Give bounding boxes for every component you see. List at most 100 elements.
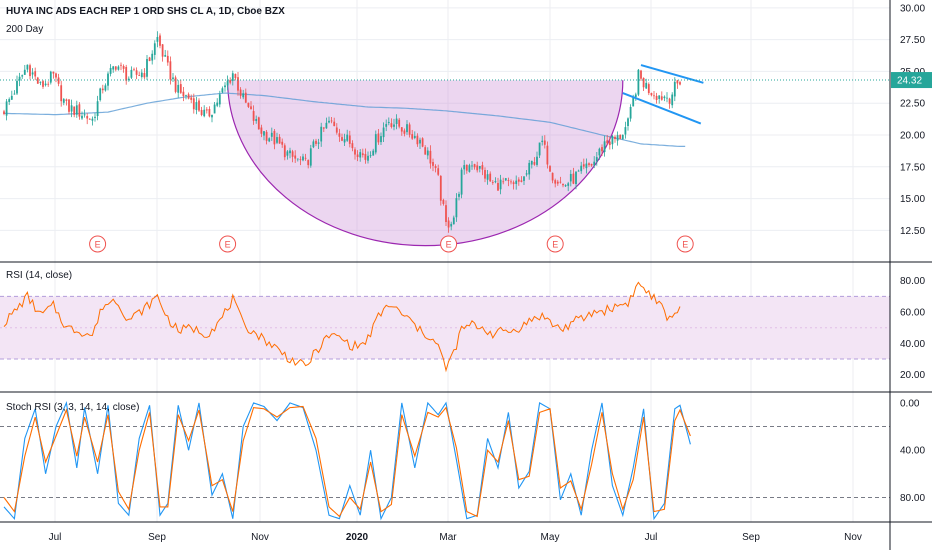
candle bbox=[161, 44, 164, 62]
candle bbox=[346, 129, 349, 142]
candle bbox=[159, 33, 161, 49]
candle-body bbox=[619, 134, 622, 139]
candle-body bbox=[16, 80, 18, 94]
candle bbox=[673, 77, 676, 102]
x-tick-label: Jul bbox=[49, 532, 62, 543]
candle bbox=[658, 95, 661, 104]
candle bbox=[533, 157, 536, 166]
rsi-y-tick: 60.00 bbox=[900, 308, 925, 319]
candle-body bbox=[122, 66, 125, 69]
candle bbox=[437, 164, 440, 177]
candle-body bbox=[156, 37, 159, 42]
candle-body bbox=[637, 69, 640, 95]
candle-body bbox=[23, 69, 26, 75]
candle-body bbox=[528, 162, 531, 175]
candle-body bbox=[226, 80, 229, 86]
candle-body bbox=[260, 127, 263, 134]
candle bbox=[356, 150, 359, 162]
candle bbox=[445, 200, 447, 227]
candle bbox=[398, 117, 401, 129]
candle-body bbox=[52, 71, 55, 74]
candle-body bbox=[179, 84, 182, 93]
candle-body bbox=[476, 165, 479, 171]
candle bbox=[333, 117, 336, 127]
candle-body bbox=[68, 99, 70, 112]
candle bbox=[229, 77, 232, 85]
candle-body bbox=[673, 81, 676, 97]
stoch-y-tick: 80.00 bbox=[900, 493, 925, 504]
candle bbox=[34, 67, 37, 81]
candle bbox=[96, 95, 99, 121]
candle bbox=[562, 183, 564, 188]
x-tick-label: Nov bbox=[251, 532, 269, 543]
candle bbox=[304, 153, 307, 161]
candle-body bbox=[309, 148, 312, 166]
candle-body bbox=[205, 109, 208, 111]
candle bbox=[75, 100, 78, 118]
candle bbox=[294, 150, 297, 163]
candle bbox=[642, 77, 645, 92]
candle-body bbox=[65, 99, 68, 101]
candle bbox=[575, 171, 577, 190]
candle bbox=[307, 159, 310, 169]
candle bbox=[60, 80, 63, 107]
candle-body bbox=[525, 173, 528, 175]
candle-body bbox=[203, 109, 206, 117]
candle-body bbox=[676, 80, 679, 84]
candle-body bbox=[468, 165, 471, 172]
candle-body bbox=[377, 133, 380, 143]
candle bbox=[361, 148, 364, 158]
candle bbox=[582, 158, 585, 170]
x-tick-label: 2020 bbox=[346, 532, 369, 543]
candle bbox=[242, 89, 245, 100]
candle bbox=[104, 83, 107, 92]
candle-body bbox=[658, 95, 661, 99]
candle-body bbox=[55, 73, 57, 78]
price-y-tick: 17.50 bbox=[900, 162, 925, 173]
candle-body bbox=[185, 94, 187, 96]
candle-body bbox=[421, 138, 424, 147]
candle-body bbox=[278, 136, 281, 144]
candle bbox=[647, 82, 650, 96]
candle-body bbox=[536, 156, 538, 165]
candle-body bbox=[224, 85, 226, 88]
candle-body bbox=[666, 97, 668, 99]
candle-body bbox=[112, 66, 115, 70]
candle-body bbox=[671, 94, 674, 106]
stoch-legend: Stoch RSI (3, 3, 14, 14, close) bbox=[6, 402, 140, 413]
candle bbox=[458, 191, 460, 201]
candle bbox=[265, 129, 268, 145]
candle-body bbox=[198, 100, 200, 111]
candle bbox=[296, 158, 299, 162]
candle bbox=[39, 81, 42, 86]
candle bbox=[650, 92, 653, 97]
candle bbox=[426, 147, 429, 160]
candle-body bbox=[437, 168, 440, 175]
candle-body bbox=[104, 85, 107, 91]
candle bbox=[348, 130, 351, 148]
candle-body bbox=[668, 98, 671, 104]
candle bbox=[359, 148, 362, 162]
candle-body bbox=[182, 91, 185, 97]
candle bbox=[255, 115, 258, 124]
candle-body bbox=[148, 57, 151, 62]
candle bbox=[86, 113, 89, 125]
candle bbox=[117, 65, 120, 71]
candle-body bbox=[348, 135, 351, 144]
candle bbox=[320, 122, 323, 147]
candle bbox=[130, 66, 133, 79]
candle-body bbox=[312, 141, 315, 148]
candle bbox=[538, 142, 541, 158]
candle bbox=[536, 151, 538, 167]
candle-body bbox=[172, 77, 174, 79]
candle-body bbox=[546, 145, 549, 165]
candle-body bbox=[593, 161, 596, 166]
candle bbox=[424, 145, 427, 155]
candle-body bbox=[169, 61, 172, 80]
candle bbox=[499, 174, 502, 195]
candle-body bbox=[460, 169, 463, 195]
candle bbox=[65, 98, 68, 106]
candle bbox=[257, 116, 260, 130]
candle bbox=[55, 72, 57, 83]
